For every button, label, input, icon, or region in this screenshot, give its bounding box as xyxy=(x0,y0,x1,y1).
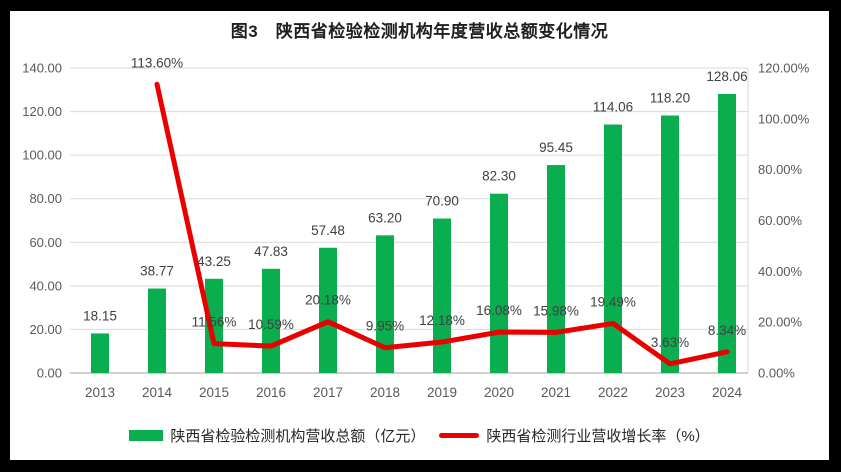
line-series-swatch-icon xyxy=(439,433,480,438)
line-value-label: 12.18% xyxy=(419,313,465,328)
x-axis-year-label: 2021 xyxy=(541,385,571,400)
right-axis-tick-label: 120.00% xyxy=(758,61,810,76)
right-axis-tick-label: 40.00% xyxy=(758,264,803,279)
bar-2023 xyxy=(661,115,679,373)
bar-2019 xyxy=(433,218,451,373)
chart-surface xyxy=(10,11,829,460)
right-axis-tick-label: 100.00% xyxy=(758,111,810,126)
x-axis-year-label: 2013 xyxy=(85,385,115,400)
bar-series-swatch-icon xyxy=(129,430,164,441)
legend-item-line-series: 陕西省检测行业营收增长率（%） xyxy=(439,425,710,446)
bar-value-label: 118.20 xyxy=(650,90,690,105)
line-value-label: 3.63% xyxy=(651,335,689,350)
x-axis-year-label: 2022 xyxy=(598,385,628,400)
left-axis-tick-label: 100.00 xyxy=(22,148,62,163)
x-axis-year-label: 2018 xyxy=(370,385,400,400)
bar-2021 xyxy=(547,165,565,373)
line-value-label: 11.56% xyxy=(192,315,237,330)
left-axis-tick-label: 80.00 xyxy=(29,191,62,206)
left-axis-tick-label: 140.00 xyxy=(22,61,62,76)
left-axis-tick-label: 20.00 xyxy=(29,322,62,337)
x-axis-year-label: 2023 xyxy=(655,385,685,400)
x-axis-year-label: 2016 xyxy=(256,385,286,400)
bar-value-label: 57.48 xyxy=(311,223,345,238)
line-series-legend-label: 陕西省检测行业营收增长率（%） xyxy=(486,428,710,445)
chart-title: 图3 陕西省检验检测机构年度营收总额变化情况 xyxy=(230,22,609,41)
line-value-label: 20.18% xyxy=(305,293,351,308)
bar-2024 xyxy=(718,94,736,373)
line-value-label: 19.49% xyxy=(590,294,636,309)
bar-value-label: 18.15 xyxy=(83,308,117,323)
left-axis-tick-label: 60.00 xyxy=(29,235,62,250)
x-axis-year-label: 2017 xyxy=(313,385,343,400)
bar-2017 xyxy=(319,247,337,373)
line-value-label: 10.59% xyxy=(248,317,294,332)
bar-2013 xyxy=(91,333,109,373)
x-axis-year-label: 2015 xyxy=(199,385,229,400)
left-axis-tick-label: 120.00 xyxy=(22,104,62,119)
line-value-label: 9.95% xyxy=(366,319,404,334)
x-axis-year-label: 2014 xyxy=(142,385,173,400)
right-axis-tick-label: 60.00% xyxy=(758,213,803,228)
bar-2018 xyxy=(376,235,394,373)
bar-2014 xyxy=(148,288,166,373)
bar-2015 xyxy=(205,278,223,373)
growth-rate-line xyxy=(154,81,730,367)
right-axis-tick-label: 0.00% xyxy=(758,366,795,381)
x-axis-year-label: 2019 xyxy=(427,385,457,400)
legend-item-bar-series: 陕西省检验检测机构营收总额（亿元） xyxy=(129,425,425,446)
bar-2020 xyxy=(490,193,508,373)
right-axis-tick-label: 20.00% xyxy=(758,315,803,330)
bar-value-label: 43.25 xyxy=(197,254,231,269)
line-value-label: 16.08% xyxy=(476,303,522,318)
bar-value-label: 95.45 xyxy=(539,140,573,155)
legend: 陕西省检验检测机构营收总额（亿元） 陕西省检测行业营收增长率（%） xyxy=(10,425,829,446)
line-value-label: 8.34% xyxy=(708,323,746,338)
bar-series-legend-label: 陕西省检验检测机构营收总额（亿元） xyxy=(170,428,426,445)
line-value-label: 15.98% xyxy=(533,303,579,318)
bar-value-label: 114.06 xyxy=(593,100,633,115)
left-axis-tick-label: 0.00 xyxy=(37,366,62,381)
line-value-label: 113.60% xyxy=(131,55,183,70)
x-axis-year-label: 2024 xyxy=(712,385,743,400)
bar-value-label: 82.30 xyxy=(482,169,516,184)
bar-value-label: 63.20 xyxy=(368,210,402,225)
right-axis-tick-label: 80.00% xyxy=(758,162,803,177)
x-axis-year-label: 2020 xyxy=(484,385,514,400)
left-axis-tick-label: 40.00 xyxy=(29,278,62,293)
bar-value-label: 128.06 xyxy=(706,69,747,84)
bar-2022 xyxy=(604,124,622,373)
bar-value-label: 38.77 xyxy=(140,264,174,279)
bar-value-label: 70.90 xyxy=(425,194,459,209)
bar-value-label: 47.83 xyxy=(254,244,288,259)
